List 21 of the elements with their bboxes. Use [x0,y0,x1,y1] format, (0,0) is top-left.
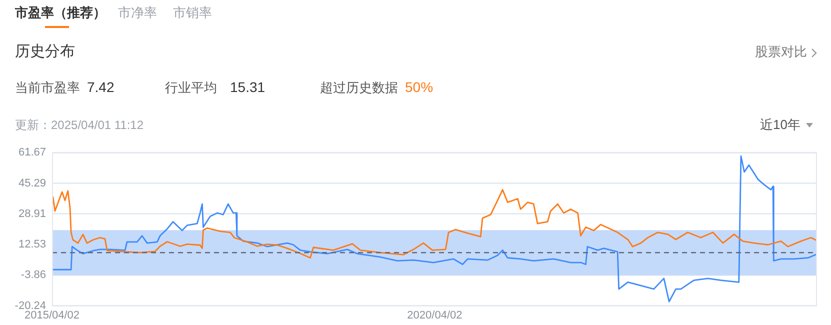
text: 市销率 [173,5,212,21]
text: 市净率 [118,5,157,21]
text: 更新：2025/04/01 11:12 [15,117,144,133]
text: 行业平均 [165,80,217,96]
y-tick-label: -20.24 [14,300,46,312]
y-tick-label: 28.91 [18,208,46,220]
y-tick-label: -3.86 [20,269,46,282]
text: 当前市盈率 [15,80,80,96]
chart-title: 历史分布 [15,43,75,60]
text: 7.42 [87,79,114,95]
x-tick-label: 2020/04/02 [407,309,462,322]
text: 超过历史数据 [320,80,398,96]
text: 股票对比 [755,44,807,60]
y-tick-label: 61.67 [18,146,46,159]
text: 近10年 [760,117,800,133]
text: 50% [405,79,434,95]
y-tick-label: 45.29 [18,177,46,190]
x-tick-label: 2015/04/02 [24,309,80,322]
text: 市盈率（推荐） [15,5,106,21]
y-tick-label: 12.53 [18,238,46,251]
text: 15.31 [230,79,266,95]
